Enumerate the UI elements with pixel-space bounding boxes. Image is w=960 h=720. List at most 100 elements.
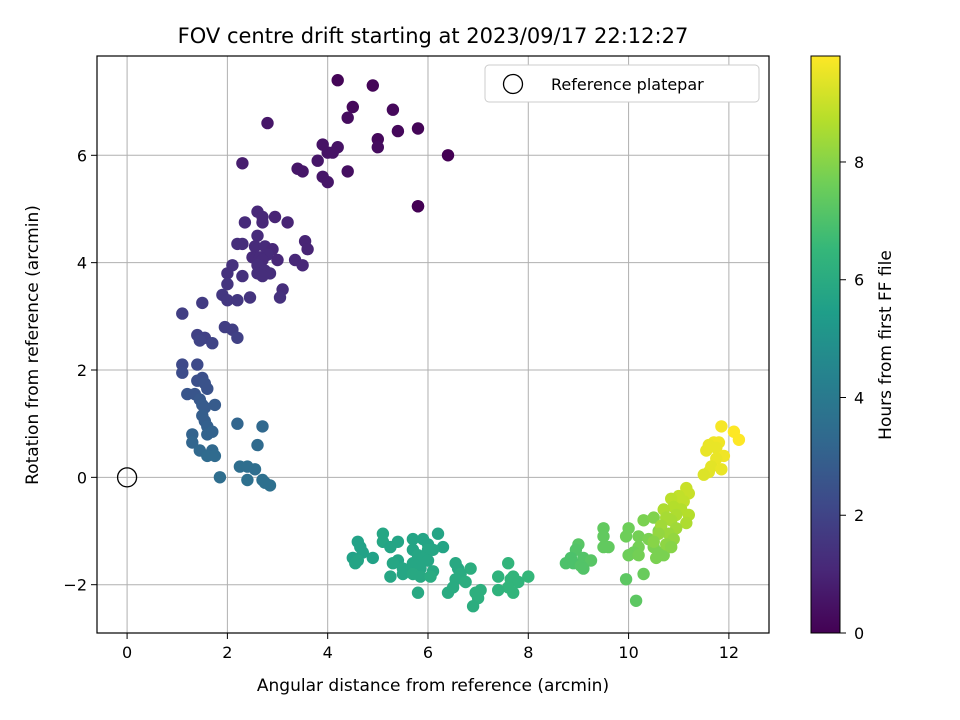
data-point	[231, 294, 244, 307]
colorbar-ticks: 0 2 4 6 8	[840, 153, 864, 643]
data-point	[619, 530, 633, 543]
data-point	[176, 366, 189, 379]
y-tick-label: 2	[77, 361, 87, 380]
reference-marker-group	[116, 467, 138, 488]
data-point	[602, 540, 615, 554]
chart-title: FOV centre drift starting at 2023/09/17 …	[178, 24, 689, 48]
data-point	[251, 438, 264, 452]
data-point	[201, 382, 214, 395]
data-point	[597, 530, 610, 543]
data-point	[248, 240, 262, 253]
y-tick-label: 6	[77, 146, 87, 165]
legend: Reference platepar	[484, 64, 760, 103]
data-point	[221, 277, 234, 291]
x-axis-label: Angular distance from reference (arcmin)	[257, 676, 609, 696]
data-point	[301, 243, 314, 256]
x-tick-label: 8	[523, 643, 533, 662]
legend-box	[484, 64, 760, 103]
data-point	[236, 269, 249, 283]
data-point	[411, 122, 425, 135]
data-point	[492, 570, 505, 583]
data-point	[522, 570, 535, 583]
reference-platepar-marker	[116, 467, 138, 488]
data-point	[331, 74, 344, 87]
data-point	[406, 532, 420, 546]
colorbar-tick-label: 2	[854, 506, 864, 525]
data-point	[464, 562, 477, 575]
colorbar-tick-label: 0	[854, 624, 864, 643]
data-point	[261, 116, 274, 130]
data-point	[186, 436, 199, 449]
data-point	[263, 479, 277, 492]
data-point	[321, 175, 334, 189]
data-point	[238, 216, 252, 229]
data-point	[384, 570, 397, 583]
data-point	[366, 551, 379, 565]
data-point	[632, 549, 645, 562]
data-point	[629, 594, 643, 607]
legend-label-reference: Reference platepar	[551, 75, 704, 94]
data-point	[386, 557, 400, 570]
data-point	[231, 417, 244, 430]
data-point	[512, 575, 525, 589]
data-point	[710, 441, 723, 454]
data-point	[424, 570, 437, 583]
data-point	[248, 463, 262, 476]
data-point	[221, 267, 234, 280]
data-point	[271, 253, 284, 267]
data-point	[281, 216, 294, 229]
data-point	[236, 157, 249, 170]
data-point	[665, 540, 678, 554]
data-point	[191, 358, 204, 371]
data-point	[193, 334, 206, 347]
data-point	[256, 420, 269, 433]
data-point	[311, 154, 324, 167]
data-points	[176, 74, 746, 613]
data-point	[492, 583, 505, 597]
data-point	[715, 420, 728, 433]
data-point	[441, 149, 455, 162]
colorbar-gradient	[810, 55, 841, 634]
data-point	[507, 586, 520, 599]
data-point	[196, 296, 209, 310]
legend-marker-reference	[502, 73, 524, 95]
data-point	[650, 551, 663, 565]
data-point	[251, 229, 264, 242]
x-axis-ticks: 0 2 4 6 8 10 12	[122, 633, 739, 662]
y-tick-label: 4	[77, 254, 87, 273]
data-point	[436, 540, 450, 554]
data-point	[637, 514, 650, 527]
colorbar-tick-label: 6	[854, 271, 864, 290]
data-point	[206, 337, 219, 350]
data-point	[371, 141, 384, 154]
data-point	[622, 549, 635, 562]
data-point	[268, 210, 282, 224]
data-point	[732, 433, 746, 446]
data-point	[296, 165, 309, 178]
y-axis-label: Rotation from reference (arcmin)	[23, 205, 43, 485]
data-point	[431, 527, 445, 540]
data-point	[391, 124, 405, 138]
data-point	[366, 79, 379, 92]
x-tick-label: 2	[222, 643, 232, 662]
data-point	[176, 307, 189, 320]
data-point	[221, 294, 234, 307]
y-tick-label: 0	[77, 468, 87, 487]
plot-area: 0 2 4 6 8 10 12 −2 0 2 4 6	[63, 55, 770, 662]
data-point	[273, 291, 287, 304]
data-point	[584, 554, 598, 567]
colorbar-tick-label: 4	[854, 388, 864, 407]
data-point	[577, 562, 590, 575]
data-point	[349, 557, 362, 570]
x-tick-label: 4	[323, 643, 333, 662]
data-point	[208, 449, 222, 463]
data-point	[411, 586, 425, 599]
data-point	[384, 540, 397, 554]
data-point	[619, 573, 633, 586]
data-point	[341, 165, 354, 178]
data-point	[236, 237, 249, 251]
data-point	[256, 216, 269, 229]
y-axis-ticks: −2 0 2 4 6	[63, 146, 97, 595]
data-point	[426, 543, 440, 556]
data-point	[632, 530, 645, 543]
